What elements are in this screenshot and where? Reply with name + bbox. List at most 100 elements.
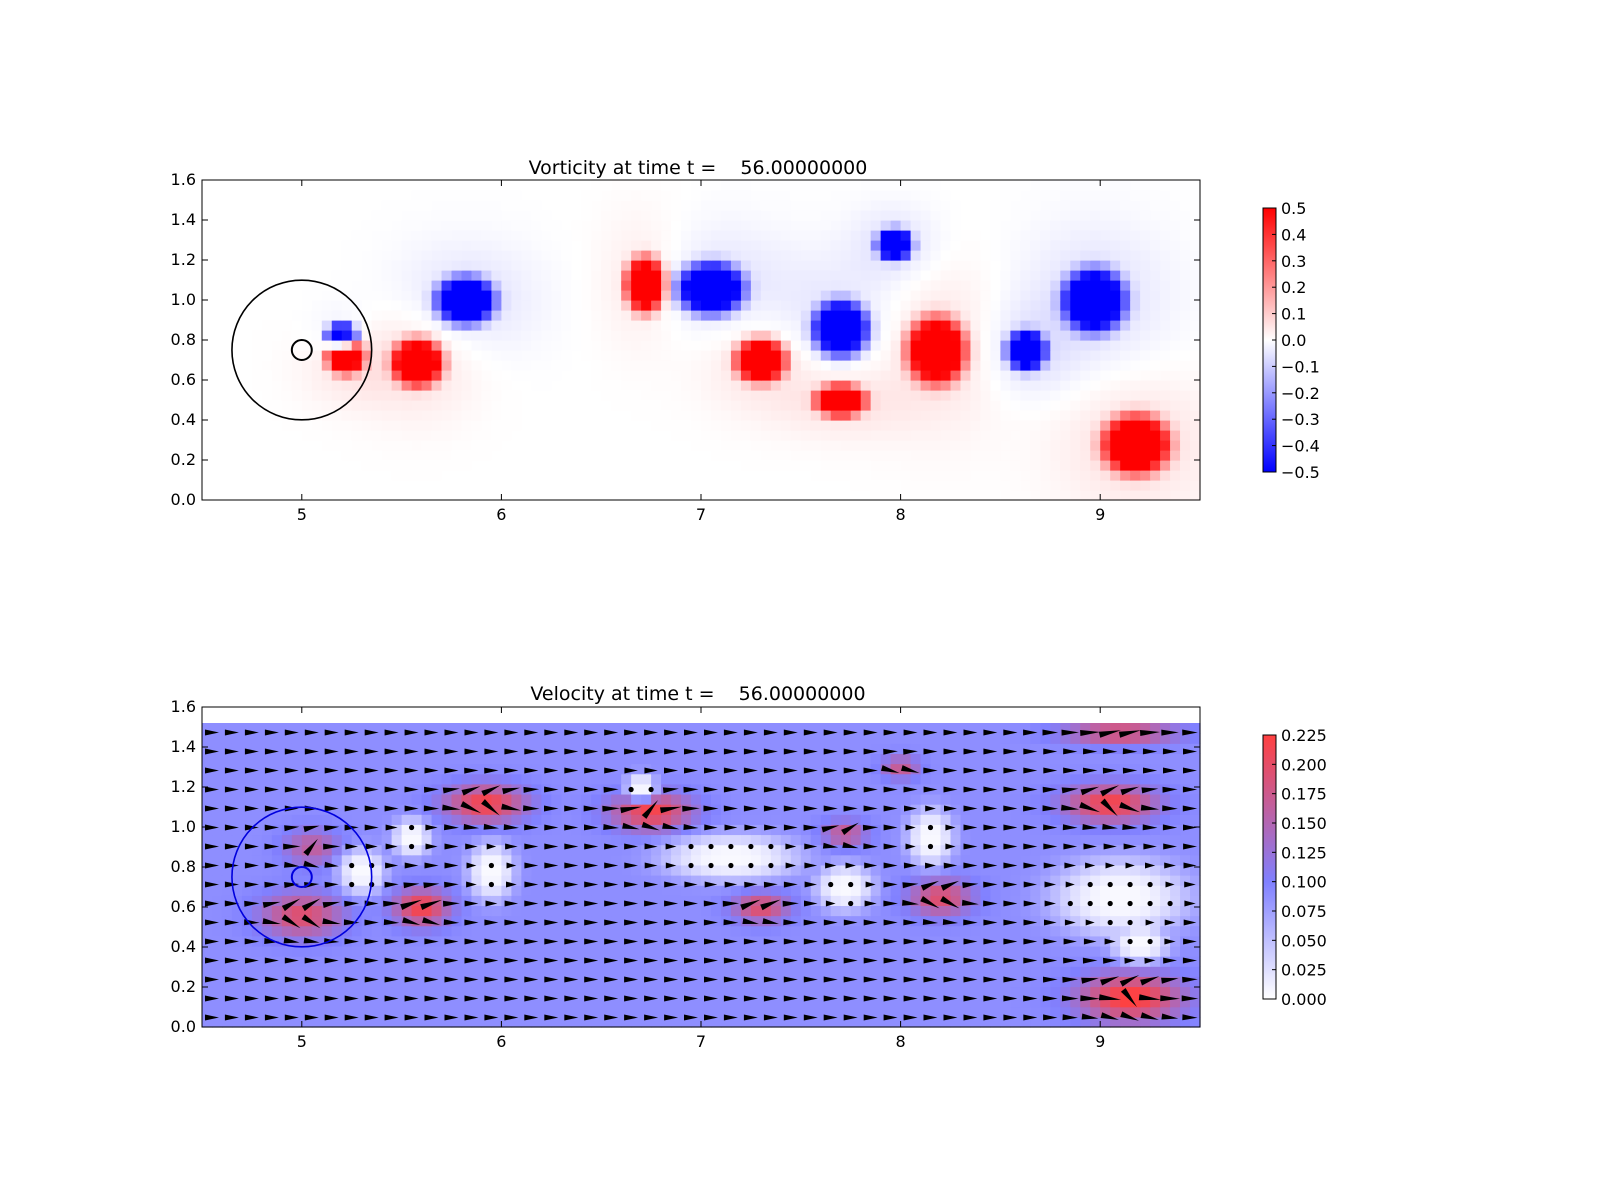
velocity-cell <box>930 875 942 886</box>
velocity-cell <box>1050 996 1061 1008</box>
vorticity-cell <box>1170 190 1181 201</box>
velocity-cell <box>531 966 542 977</box>
velocity-cell <box>251 976 263 988</box>
velocity-cell <box>850 986 862 998</box>
velocity-cell <box>720 1016 732 1028</box>
velocity-cell <box>331 864 343 876</box>
vorticity-cell <box>211 460 223 471</box>
vorticity-cell <box>980 200 992 211</box>
vorticity-cell <box>1010 360 1021 371</box>
vorticity-cell <box>1030 260 1041 271</box>
vorticity-cell <box>1120 300 1131 311</box>
vorticity-cell <box>990 380 1001 391</box>
velocity-cell <box>840 945 852 957</box>
velocity-cell <box>311 986 323 998</box>
vorticity-cell <box>311 180 323 191</box>
vorticity-cell <box>760 190 772 201</box>
vorticity-cell <box>1000 240 1011 251</box>
vorticity-cell <box>341 230 353 241</box>
velocity-cell <box>611 956 622 967</box>
velocity-cell <box>321 844 333 856</box>
vorticity-cell <box>740 260 752 271</box>
vorticity-cell <box>1130 440 1141 451</box>
velocity-cell <box>710 915 722 927</box>
vorticity-cell <box>631 180 642 191</box>
vorticity-ytick-label: 0.8 <box>171 330 196 349</box>
velocity-cell <box>661 875 672 886</box>
vorticity-cell <box>850 250 862 261</box>
vorticity-cell <box>890 220 902 231</box>
velocity-cell <box>671 925 682 937</box>
vorticity-cell <box>830 370 842 381</box>
vorticity-cell <box>531 430 542 441</box>
vorticity-cell <box>840 260 852 271</box>
vorticity-cell <box>1170 390 1181 401</box>
vorticity-cell <box>890 450 902 461</box>
velocity-cell <box>1020 854 1031 866</box>
vorticity-cell <box>701 490 712 501</box>
velocity-cell <box>990 905 1001 917</box>
vorticity-cell <box>681 250 692 261</box>
vorticity-cell <box>840 350 852 361</box>
vorticity-cell <box>710 460 722 471</box>
vorticity-cell <box>1050 290 1061 301</box>
velocity-cell <box>1110 996 1121 1008</box>
vorticity-cell <box>581 390 592 401</box>
velocity-cell <box>341 854 353 866</box>
velocity-cell <box>611 1006 622 1018</box>
vorticity-cell <box>770 400 782 411</box>
velocity-cell <box>950 996 962 1008</box>
vorticity-cell <box>381 190 393 201</box>
velocity-cell <box>491 915 502 927</box>
vorticity-cell <box>810 290 822 301</box>
vorticity-cell <box>960 360 972 371</box>
vorticity-cell <box>860 370 872 381</box>
vorticity-colorbar-tick-label: −0.4 <box>1281 437 1320 456</box>
vorticity-cell <box>960 280 972 291</box>
vorticity-cell <box>661 270 672 281</box>
vorticity-cell <box>1190 290 1201 301</box>
vorticity-cell <box>461 430 473 441</box>
vorticity-cell <box>691 490 702 501</box>
velocity-cell <box>281 996 293 1008</box>
velocity-cell <box>581 875 592 886</box>
vorticity-cell <box>930 180 942 191</box>
vorticity-cell <box>940 490 952 501</box>
vorticity-cell <box>202 360 213 371</box>
vorticity-cell <box>740 210 752 221</box>
vorticity-cell <box>351 220 363 231</box>
velocity-cell <box>800 925 812 937</box>
vorticity-cell <box>1030 320 1041 331</box>
velocity-cell <box>970 945 982 957</box>
vorticity-cell <box>291 420 303 431</box>
vorticity-cell <box>541 310 552 321</box>
vorticity-cell <box>870 390 882 401</box>
vorticity-cell <box>341 250 353 261</box>
velocity-cell <box>1110 895 1121 906</box>
vorticity-cell <box>381 290 393 301</box>
vorticity-cell <box>1150 410 1161 421</box>
velocity-cell <box>1040 885 1051 896</box>
vorticity-cell <box>531 330 542 341</box>
vorticity-cell <box>381 400 393 411</box>
velocity-cell <box>491 925 502 937</box>
velocity-cell <box>870 875 882 886</box>
vorticity-cell <box>880 390 892 401</box>
vorticity-cell <box>950 460 962 471</box>
vorticity-cell <box>930 210 942 221</box>
vorticity-cell <box>1180 340 1191 351</box>
vorticity-cell <box>281 230 293 241</box>
vorticity-cell <box>780 340 792 351</box>
velocity-cell <box>1030 854 1041 866</box>
vorticity-cell <box>1060 340 1071 351</box>
vorticity-cell <box>910 410 922 421</box>
velocity-cell <box>291 925 303 937</box>
vorticity-cell <box>551 220 562 231</box>
vorticity-circle-outer <box>231 279 373 421</box>
vorticity-cell <box>411 430 423 441</box>
vorticity-cell <box>311 240 323 251</box>
vorticity-cell <box>681 470 692 481</box>
vorticity-cell <box>1150 490 1161 501</box>
vorticity-cell <box>601 460 612 471</box>
vorticity-cell <box>531 200 542 211</box>
